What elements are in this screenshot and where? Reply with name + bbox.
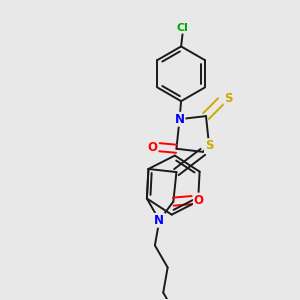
Text: N: N xyxy=(175,113,184,126)
Text: S: S xyxy=(205,139,213,152)
Text: O: O xyxy=(194,194,204,207)
Text: O: O xyxy=(148,141,158,154)
Text: S: S xyxy=(224,92,233,105)
Text: N: N xyxy=(154,214,164,227)
Text: Cl: Cl xyxy=(177,23,189,33)
